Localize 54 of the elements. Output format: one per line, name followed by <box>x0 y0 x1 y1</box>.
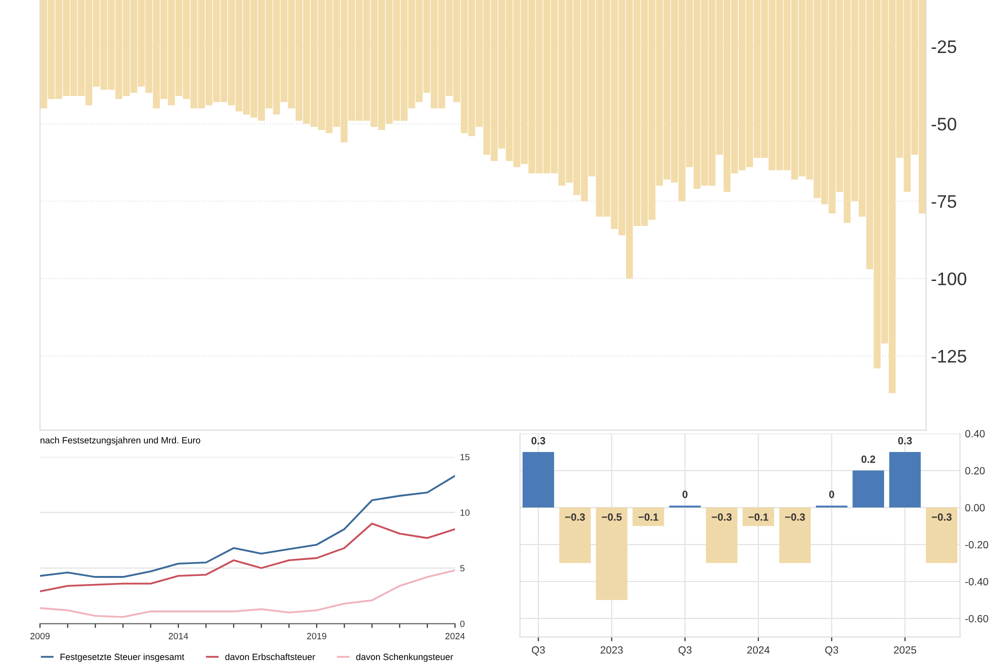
bar <box>632 508 664 526</box>
data-label: −0.1 <box>748 513 768 521</box>
data-label: 0.3 <box>898 437 912 444</box>
y-tick-label: -0.60 <box>965 614 988 622</box>
x-tick-label: 2024 <box>747 646 770 654</box>
y-tick-label: -25 <box>932 40 956 54</box>
y-tick-label: 15 <box>460 454 470 460</box>
data-label: −0.3 <box>785 513 805 521</box>
line-series <box>40 474 455 578</box>
bar <box>779 508 811 564</box>
y-tick-label: 0.20 <box>965 467 985 474</box>
data-label: −0.1 <box>638 513 658 521</box>
x-tick-label: Q3 <box>532 646 545 656</box>
x-tick-label: 2025 <box>894 646 916 654</box>
y-tick-label: 5 <box>460 565 465 572</box>
y-tick-label: -0.20 <box>965 541 988 548</box>
bar <box>596 508 628 600</box>
x-tick-label: 2014 <box>168 632 188 640</box>
y-tick-label: -100 <box>932 272 966 286</box>
y-tick-label: 0.40 <box>965 430 985 438</box>
chart-subtitle: nach Festsetzungsjahren und Mrd. Euro <box>40 436 200 446</box>
data-label: 0 <box>682 490 688 498</box>
bar <box>742 508 774 526</box>
y-tick-label: 0.00 <box>965 504 985 512</box>
y-tick-label: -125 <box>932 350 966 363</box>
data-label: −0.5 <box>602 513 622 521</box>
data-label: −0.3 <box>932 513 952 521</box>
bar <box>559 508 591 564</box>
x-tick-label: 2023 <box>600 646 623 654</box>
x-tick-label: Q3 <box>678 646 692 656</box>
data-label: −0.3 <box>712 513 732 521</box>
y-tick-label: -0.40 <box>965 578 988 586</box>
y-tick-label: -50 <box>932 118 956 131</box>
data-label: 0.2 <box>862 456 876 463</box>
legend-label: davon Erbschaftsteuer <box>225 653 316 660</box>
x-tick-label: 2024 <box>445 632 465 640</box>
line-series <box>40 522 455 592</box>
legend-label: davon Schenkungsteuer <box>356 653 454 662</box>
line-series <box>40 569 455 618</box>
legend-label: Festgesetzte Steuer insgesamt <box>60 653 184 662</box>
bar <box>852 470 884 508</box>
bar <box>889 452 921 508</box>
y-tick-label: -75 <box>932 195 956 208</box>
y-tick-label: 10 <box>460 509 470 516</box>
data-label: −0.3 <box>565 513 585 521</box>
x-tick-label: Q3 <box>825 646 838 656</box>
data-label: 0 <box>829 490 834 498</box>
bar <box>706 508 738 564</box>
bar <box>522 452 554 508</box>
data-label: 0.3 <box>532 437 546 444</box>
y-tick-label: 0 <box>460 620 465 628</box>
x-tick-label: 2019 <box>307 632 326 640</box>
x-tick-label: 2009 <box>30 632 50 640</box>
bar <box>926 508 958 564</box>
